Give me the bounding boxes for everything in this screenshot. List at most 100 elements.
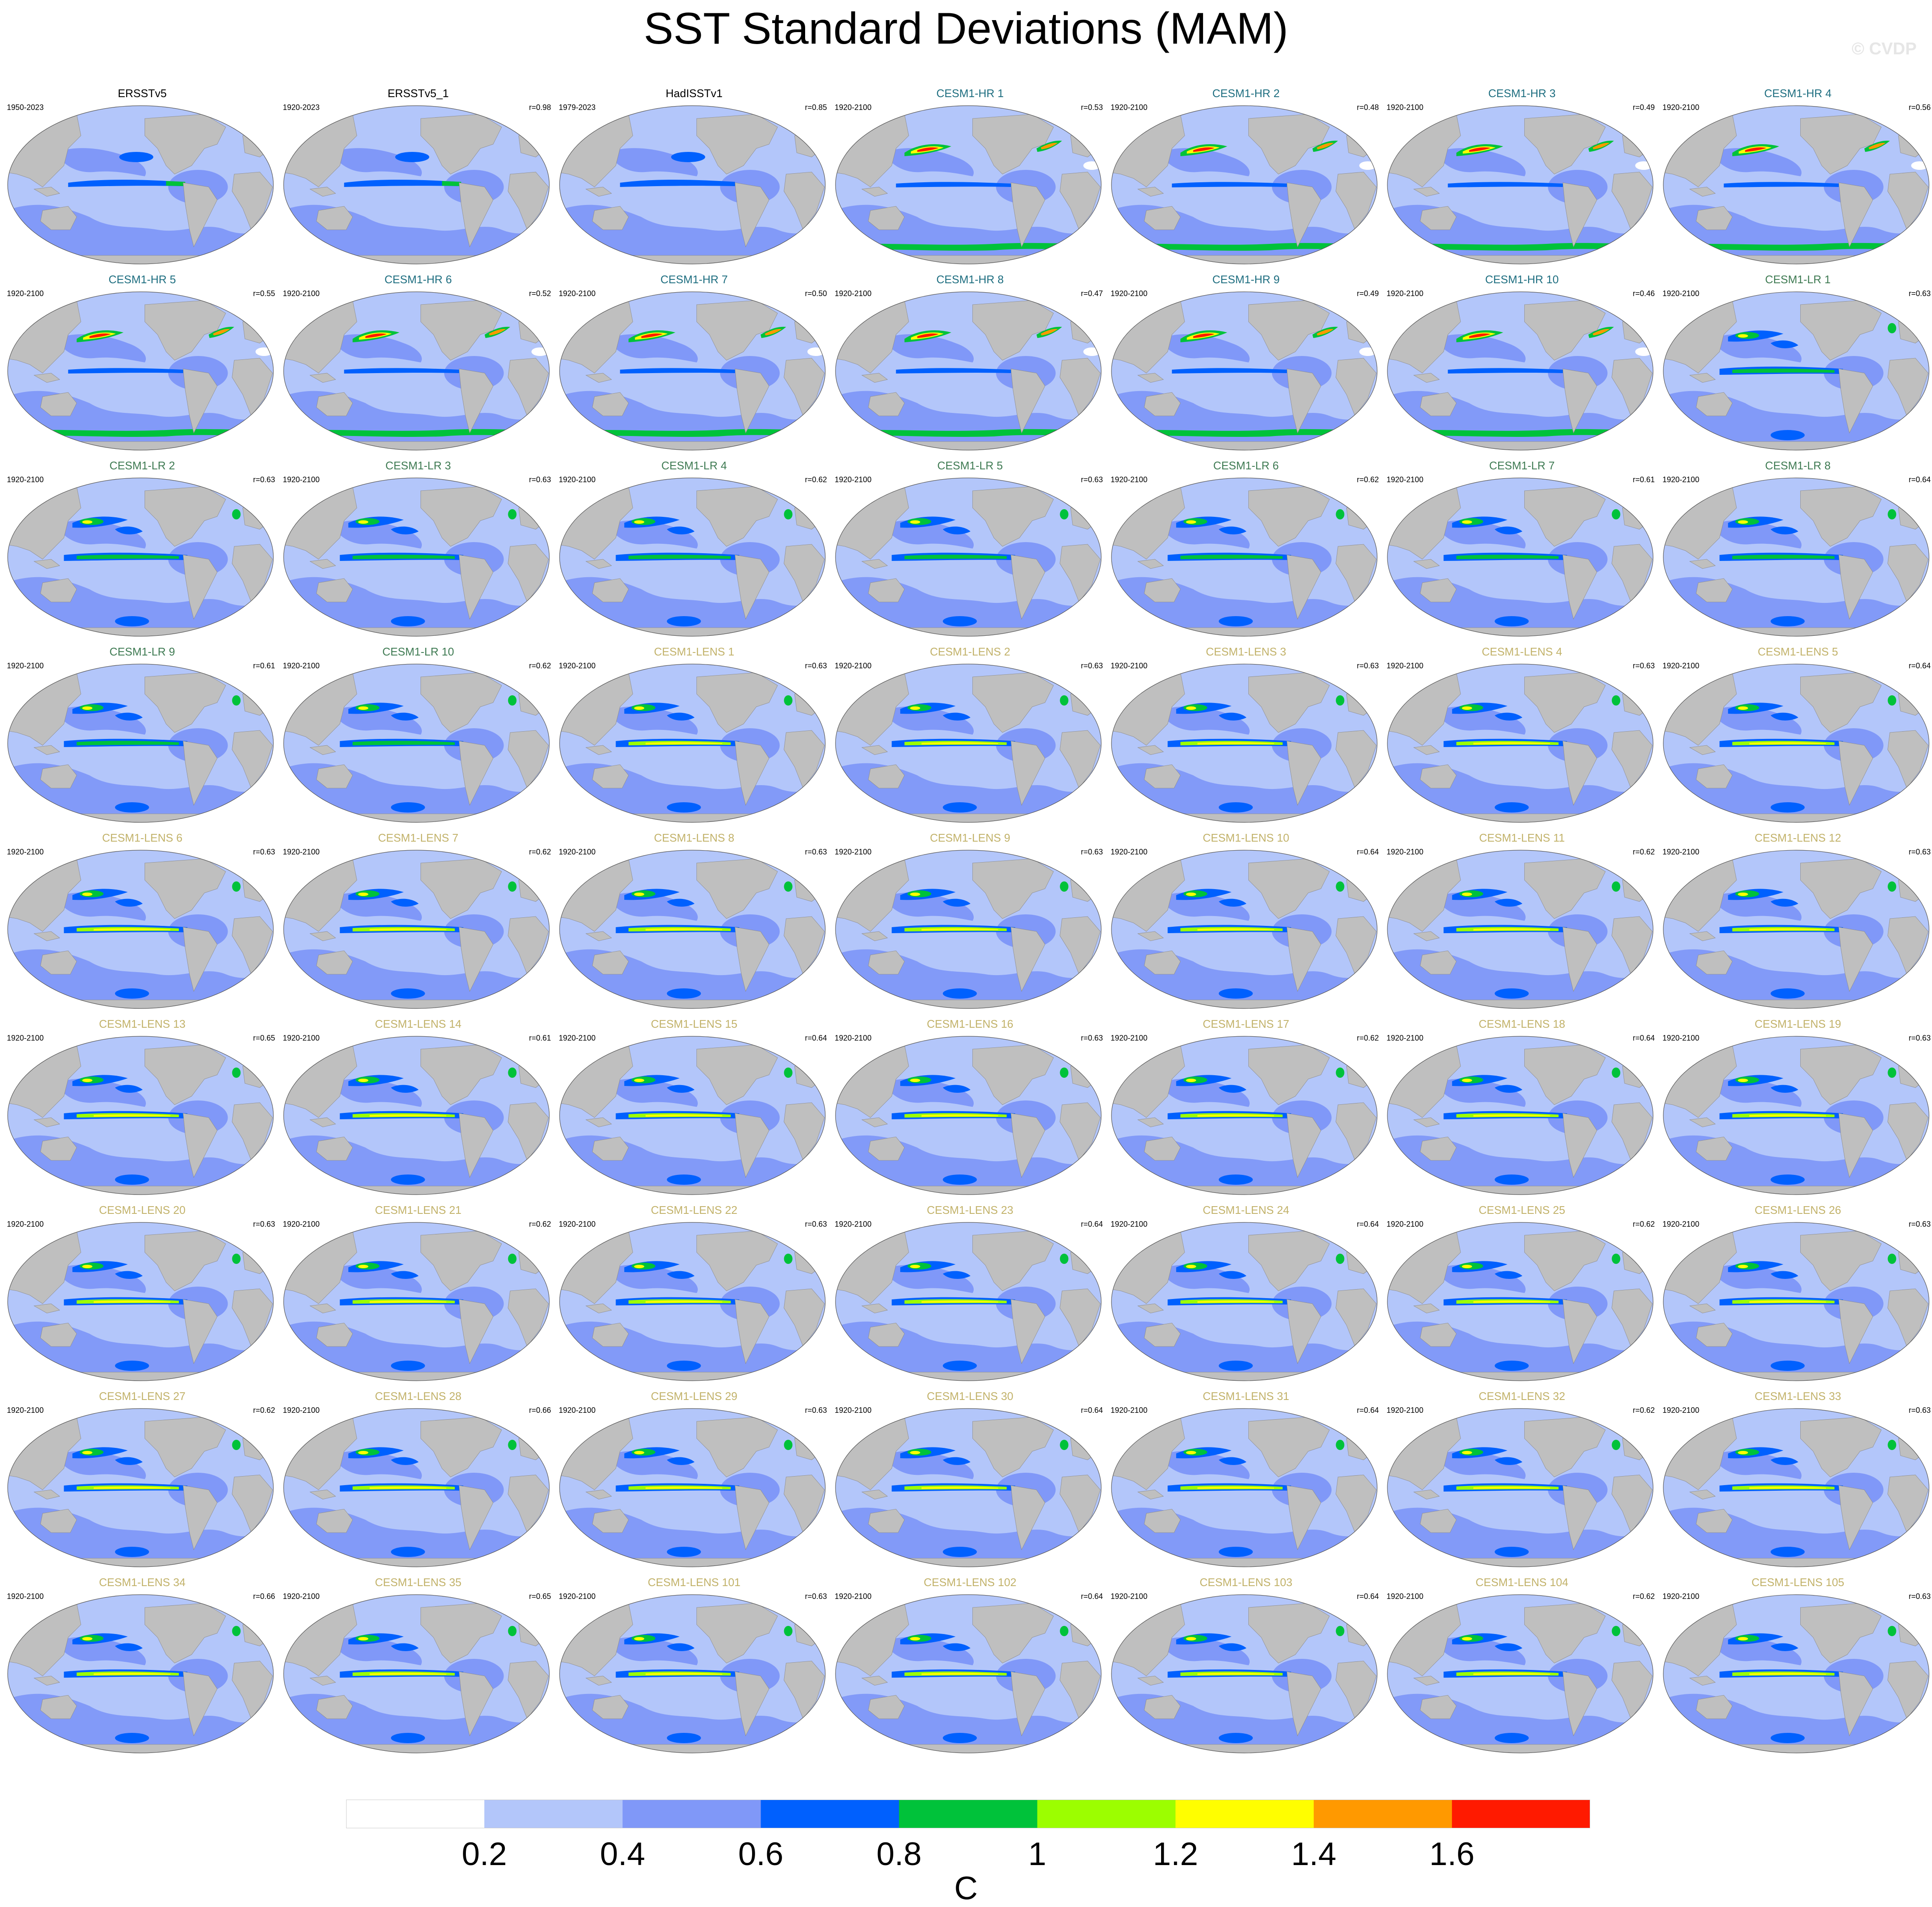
panel-53-subtropical-patch	[942, 1457, 971, 1465]
panel-49-land-africa	[1888, 1288, 1929, 1347]
panel-39-labrador-patch	[1060, 1068, 1069, 1078]
panel-5-southern-ocean-band	[1111, 243, 1378, 251]
panel-53-labrador-patch	[1060, 1440, 1069, 1450]
panel-55-land-australia	[1420, 1509, 1457, 1533]
panel-38-land-australia	[592, 1136, 629, 1161]
panel-50-land-south-america	[183, 1485, 218, 1551]
colorbar-tick-label: 0.6	[738, 1836, 784, 1872]
panel-46-land-south-america	[1010, 1299, 1046, 1364]
panel-55-north-pacific-peak	[1462, 1451, 1473, 1454]
panel-50-southern-patch	[115, 1547, 149, 1557]
panel-31-southern-patch	[667, 988, 701, 999]
colorbar-bin	[1313, 1800, 1452, 1828]
panel-period: 1920-2100	[835, 289, 872, 298]
panel-39-land-north-america	[972, 1044, 1054, 1105]
panel-title: CESM1-HR 7	[660, 273, 728, 286]
panel-22-land-antarctica	[7, 813, 274, 822]
panel-29-equatorial-tongue-peak	[94, 928, 171, 931]
panel-61-land-antarctica	[1111, 1744, 1378, 1753]
sst-std-map	[835, 1408, 1102, 1567]
panel-45-north-pacific-peak	[634, 1265, 645, 1268]
panel-28-land-europe	[1898, 689, 1929, 716]
panel-25-land-maritime-continent	[861, 745, 888, 755]
panel-title: CESM1-LENS 19	[1754, 1017, 1841, 1030]
panel-29-land-south-america	[183, 927, 218, 992]
panel-33-land-australia	[1144, 950, 1181, 975]
panel-9-white-patch-1	[531, 347, 549, 356]
watermark: © CVDP	[1852, 39, 1917, 58]
panel-61-equatorial-tongue-peak	[1197, 1673, 1274, 1675]
sst-std-map	[283, 477, 550, 637]
panel-33-land-maritime-continent	[1137, 931, 1164, 941]
panel-period: 1920-2100	[1387, 848, 1424, 856]
panel-period: 1920-2100	[1662, 1406, 1700, 1415]
panel-pattern-correlation: r=0.62	[529, 848, 551, 856]
panel-pattern-correlation: r=0.66	[529, 1406, 551, 1415]
panel-47-equatorial-tongue-peak	[1197, 1300, 1274, 1303]
panel-37-subtropical-patch	[391, 1085, 419, 1093]
sst-std-map	[835, 291, 1102, 451]
panel-period: 1920-2100	[835, 1034, 872, 1042]
panel-12-southern-ocean-band	[1111, 429, 1378, 437]
panel-62-land-maritime-continent	[1413, 1676, 1440, 1686]
panel-37-land-australia	[316, 1136, 353, 1161]
panel-47-land-africa	[1336, 1288, 1377, 1347]
panel-62-subtropical-patch	[1494, 1643, 1523, 1651]
panel-pattern-correlation: r=0.66	[253, 1592, 275, 1601]
panel-60-land-south-america	[1010, 1671, 1046, 1737]
panel-14-land-south-america	[1838, 368, 1873, 434]
panel-14-subtropical-patch	[1770, 340, 1799, 348]
panel-51-map-outline	[283, 1408, 550, 1567]
panel-52-land-south-america	[735, 1485, 770, 1551]
panel-period: 1920-2100	[283, 289, 320, 298]
panel-3-north-pacific-band	[607, 148, 698, 176]
panel-6-gulf-stream-core	[1592, 142, 1610, 149]
panel-title: HadISSTv1	[666, 87, 723, 100]
panel-4-gulf-stream-core	[1040, 142, 1058, 149]
panel-57-land-antarctica	[7, 1744, 274, 1753]
panel-28-equatorial-tongue-peak	[1749, 742, 1826, 744]
panel-55-labrador-patch	[1612, 1440, 1621, 1450]
panel-title: CESM1-LENS 23	[927, 1204, 1013, 1216]
panel-8-land-south-america	[183, 368, 218, 434]
panel-59-land-south-america	[735, 1671, 770, 1737]
panel-6-land-australia	[1420, 206, 1457, 230]
panel-59-subtropical-patch	[667, 1643, 695, 1651]
panel-period: 1920-2100	[1111, 103, 1148, 112]
panel-2-land-africa	[508, 172, 549, 230]
panel-pattern-correlation: r=0.62	[1633, 848, 1655, 856]
panel-48-equatorial-tongue-peak	[1473, 1300, 1550, 1303]
panel-44-land-europe	[518, 1248, 550, 1274]
panel-20-southern-patch	[1494, 616, 1529, 626]
panel-period: 1920-2023	[283, 103, 320, 112]
panel-title: CESM1-HR 5	[108, 273, 176, 286]
panel-27-land-africa	[1612, 730, 1653, 789]
map-panel: CESM1-HR 10 1920-2100 r=0.46	[1384, 270, 1660, 456]
panel-pattern-correlation: r=0.50	[805, 289, 827, 298]
panel-31-labrador-patch	[784, 881, 793, 892]
panel-title: CESM1-LENS 30	[927, 1390, 1013, 1403]
panel-pattern-correlation: r=0.62	[805, 475, 827, 484]
panel-1-land-africa	[232, 172, 273, 230]
panel-18-land-antarctica	[835, 627, 1102, 636]
panel-19-land-antarctica	[1111, 627, 1378, 636]
panel-period: 1920-2100	[559, 1592, 596, 1601]
panel-pattern-correlation: r=0.63	[1081, 1034, 1103, 1042]
panel-28-subtropical-patch	[1770, 712, 1799, 721]
panel-35-subtropical-patch	[1770, 899, 1799, 907]
panel-1-equatorial-peak	[166, 181, 186, 186]
panel-27-map-outline	[1387, 664, 1653, 823]
panel-29-land-antarctica	[7, 999, 274, 1008]
panel-52-labrador-patch	[784, 1440, 793, 1450]
sst-std-map	[835, 105, 1102, 264]
panel-38-land-north-america	[696, 1044, 778, 1105]
panel-39-southern-patch	[942, 1174, 977, 1185]
panel-title: CESM1-LENS 14	[375, 1017, 462, 1030]
panel-32-land-south-america	[1010, 927, 1046, 992]
sst-std-map	[7, 1036, 274, 1195]
panel-title: CESM1-LR 8	[1765, 459, 1831, 472]
panel-30-land-maritime-continent	[309, 931, 336, 941]
panel-3-equatorial-tongue	[620, 180, 735, 187]
panel-48-land-maritime-continent	[1413, 1303, 1440, 1314]
panel-43-land-maritime-continent	[33, 1303, 60, 1314]
